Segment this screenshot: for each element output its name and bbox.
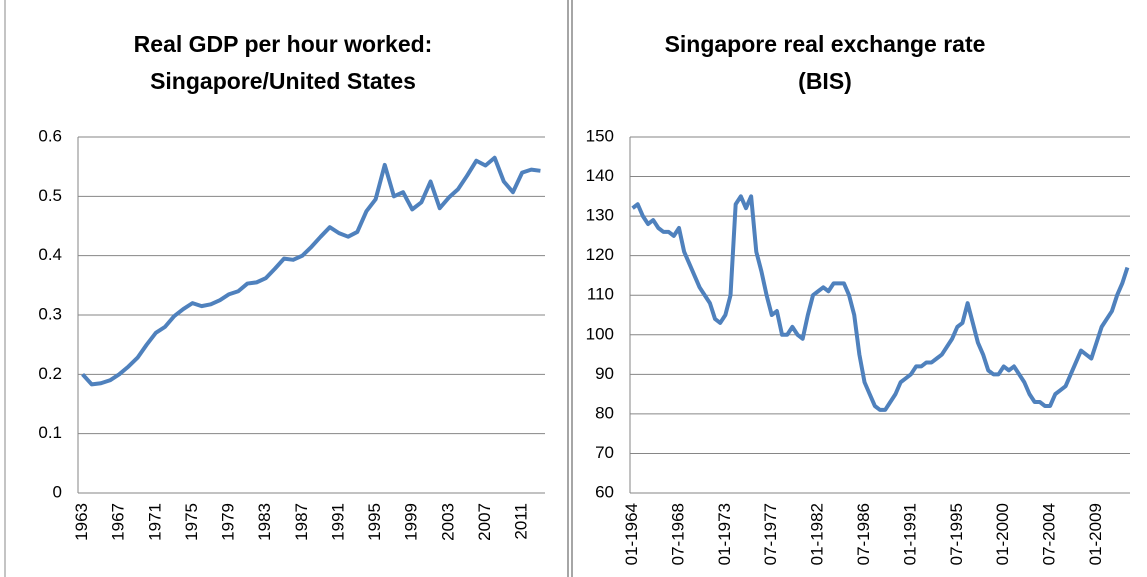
chart-title: Singapore real exchange rate (BIS) [664, 31, 986, 94]
y-tick-label: 140 [586, 166, 614, 185]
x-tick-label: 01-2009 [1086, 503, 1105, 565]
y-tick-label: 150 [586, 126, 614, 145]
y-tick-label: 60 [595, 482, 614, 501]
x-tick-label: 1975 [182, 503, 201, 541]
x-tick-label: 07-1986 [854, 503, 873, 565]
y-tick-label: 110 [587, 285, 614, 304]
y-tick-label: 90 [595, 364, 614, 383]
y-tick-label: 130 [586, 206, 614, 225]
x-tick-label: 2011 [512, 503, 531, 540]
x-tick-label: 07-1968 [668, 503, 687, 565]
data-line [81, 155, 541, 387]
x-tick-label: 1995 [365, 503, 384, 541]
x-tick-label: 01-2000 [993, 503, 1012, 565]
x-tick-label: 1983 [255, 503, 274, 541]
y-tick-label: 0 [53, 482, 62, 501]
x-tick-label: 1999 [402, 503, 421, 541]
y-tick-label: 0.4 [38, 245, 62, 264]
x-tick-label: 07-1977 [761, 503, 780, 565]
x-tick-label: 1987 [292, 503, 311, 541]
chart-title: Real GDP per hour worked: Singapore/Unit… [133, 31, 433, 94]
y-tick-label: 80 [595, 403, 614, 422]
y-tick-label: 70 [595, 443, 614, 462]
x-tick-label: 07-2004 [1040, 503, 1059, 565]
x-tick-label: 01-1964 [622, 503, 641, 565]
y-tick-label: 0.6 [38, 126, 62, 145]
x-tick-label: 1963 [72, 503, 91, 541]
x-tick-label: 2003 [438, 503, 457, 541]
x-tick-label: 01-1973 [715, 503, 734, 565]
x-tick-label: 2007 [475, 503, 494, 541]
x-tick-label: 1967 [109, 503, 128, 541]
y-tick-label: 0.1 [38, 423, 62, 442]
y-tick-label: 0.5 [38, 186, 62, 205]
x-tick-label: 1991 [328, 503, 347, 541]
x-tick-label: 1979 [219, 503, 238, 541]
data-line [631, 194, 1130, 412]
x-tick-label: 07-1995 [947, 503, 966, 565]
y-tick-label: 120 [586, 245, 614, 264]
x-tick-label: 01-1991 [900, 503, 919, 565]
x-tick-label: 1971 [145, 503, 164, 541]
x-tick-label: 01-1982 [808, 503, 827, 565]
y-tick-label: 0.3 [38, 304, 62, 323]
y-tick-label: 100 [586, 324, 614, 343]
y-tick-label: 0.2 [38, 364, 62, 383]
